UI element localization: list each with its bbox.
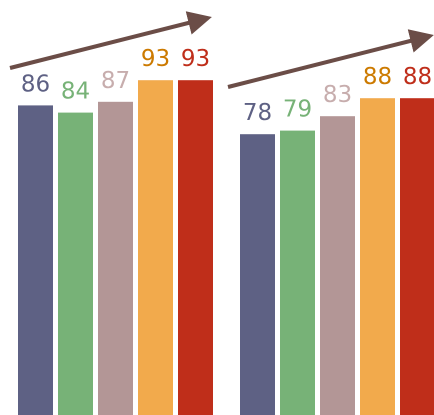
bar-1-4: [138, 80, 173, 415]
data-label-1-4: 93: [141, 46, 170, 72]
data-label-2-1: 78: [243, 100, 272, 126]
data-label-1-3: 87: [101, 68, 130, 94]
bar-1-2: [58, 112, 93, 415]
bar-2-3: [320, 116, 355, 415]
chart-panel-2: 78 79 83 88 88: [227, 29, 434, 415]
bar-2-5: [400, 98, 434, 415]
data-label-1-2: 84: [61, 79, 90, 105]
data-label-1-5: 93: [181, 46, 210, 72]
bar-1-1: [18, 105, 53, 415]
data-label-2-5: 88: [403, 64, 432, 90]
bar-1-5: [178, 80, 213, 415]
trend-arrow-1: [9, 11, 212, 70]
chart-panel-1: 86 84 87 93 93: [9, 11, 213, 415]
trend-arrow-2: [227, 29, 434, 89]
data-label-2-4: 88: [363, 64, 392, 90]
data-label-2-2: 79: [283, 97, 312, 123]
data-label-2-3: 83: [323, 82, 352, 108]
bar-1-3: [98, 101, 133, 415]
bar-2-1: [240, 134, 275, 415]
bar-2-2: [280, 130, 315, 415]
data-label-1-1: 86: [21, 71, 50, 97]
bar-2-4: [360, 98, 395, 415]
